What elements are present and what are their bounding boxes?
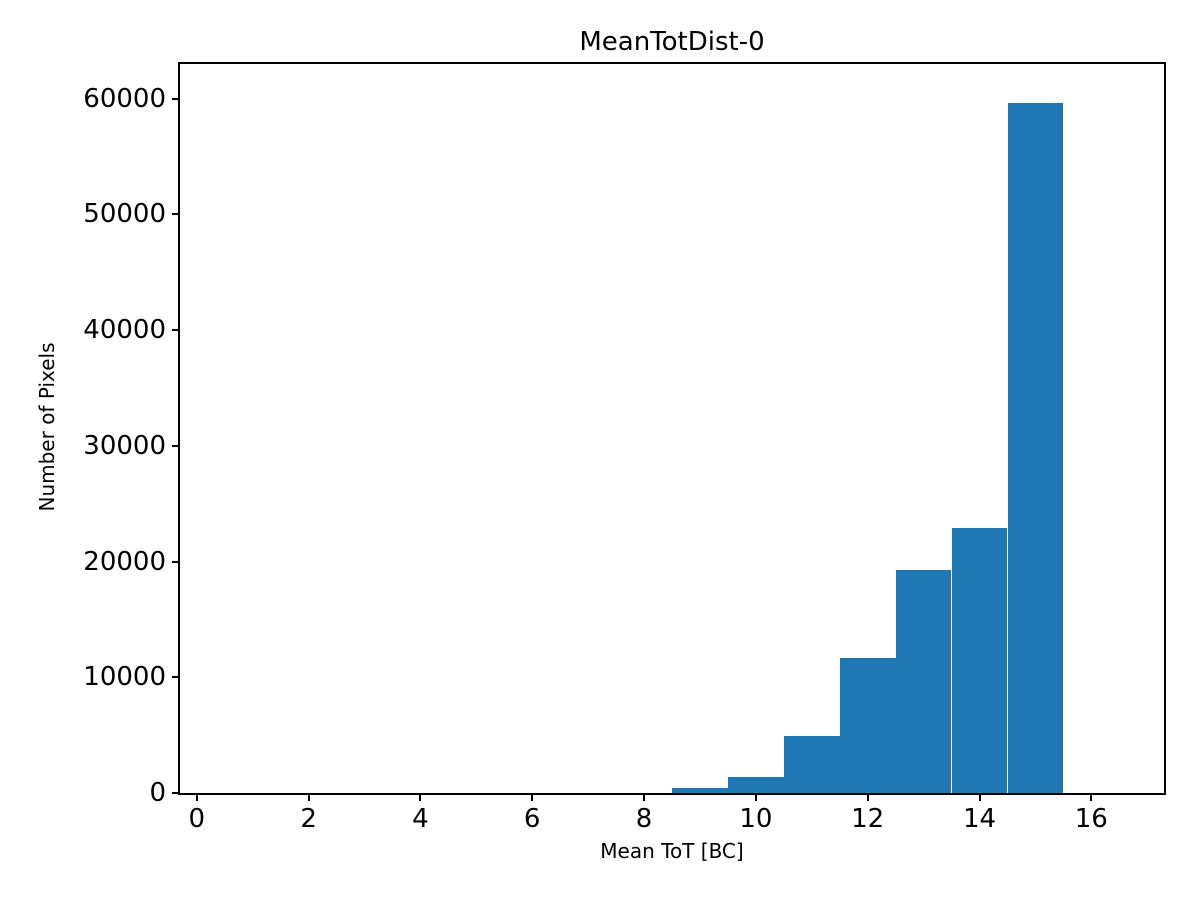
x-tick-mark — [978, 793, 981, 801]
y-tick-label: 50000 — [83, 199, 166, 230]
histogram-bar — [672, 788, 728, 793]
x-tick-label: 8 — [635, 804, 653, 834]
histogram-bar — [727, 776, 784, 793]
y-tick-label: 60000 — [83, 83, 166, 114]
x-tick-label: 4 — [412, 804, 429, 834]
x-tick-mark — [531, 793, 534, 801]
histogram-bar — [783, 736, 840, 793]
x-tick-label: 6 — [523, 804, 541, 834]
histogram-bar — [1007, 102, 1064, 793]
x-axis-label: Mean ToT [BC] — [600, 839, 744, 863]
x-tick-mark — [643, 793, 645, 801]
x-tick-label: 10 — [739, 804, 773, 834]
histogram-bar — [839, 657, 896, 793]
chart-title: MeanTotDist-0 — [579, 27, 765, 57]
histogram-bar — [951, 528, 1008, 793]
x-tick-label: 0 — [188, 804, 206, 834]
x-tick-mark — [1090, 793, 1093, 801]
x-tick-label: 12 — [851, 804, 885, 834]
y-axis-label: Number of Pixels — [35, 342, 59, 512]
y-tick-label: 0 — [149, 778, 166, 808]
x-tick-mark — [866, 793, 869, 801]
y-tick-mark — [172, 213, 180, 216]
y-tick-label: 40000 — [83, 315, 166, 346]
y-tick-mark — [172, 97, 180, 100]
y-tick-mark — [172, 329, 180, 332]
y-tick-mark — [172, 792, 180, 794]
x-tick-label: 2 — [300, 804, 317, 834]
plot-area: 0 2 4 6 8 10 12 14 16 0 10000 20000 30000 40000 50000 6… — [83, 62, 1166, 834]
x-tick-mark — [195, 793, 198, 801]
x-tick-mark — [307, 793, 310, 801]
x-tick-mark — [754, 793, 757, 801]
y-tick-label: 30000 — [83, 430, 166, 461]
y-tick-mark — [172, 444, 180, 447]
y-tick-mark — [172, 676, 180, 679]
x-tick-label: 16 — [1074, 804, 1108, 834]
histogram-bar — [895, 569, 952, 793]
y-tick-label: 20000 — [83, 546, 166, 577]
y-tick-label: 10000 — [83, 662, 166, 693]
x-tick-label: 14 — [962, 804, 997, 834]
y-tick-mark — [172, 560, 180, 563]
x-tick-mark — [419, 793, 422, 801]
